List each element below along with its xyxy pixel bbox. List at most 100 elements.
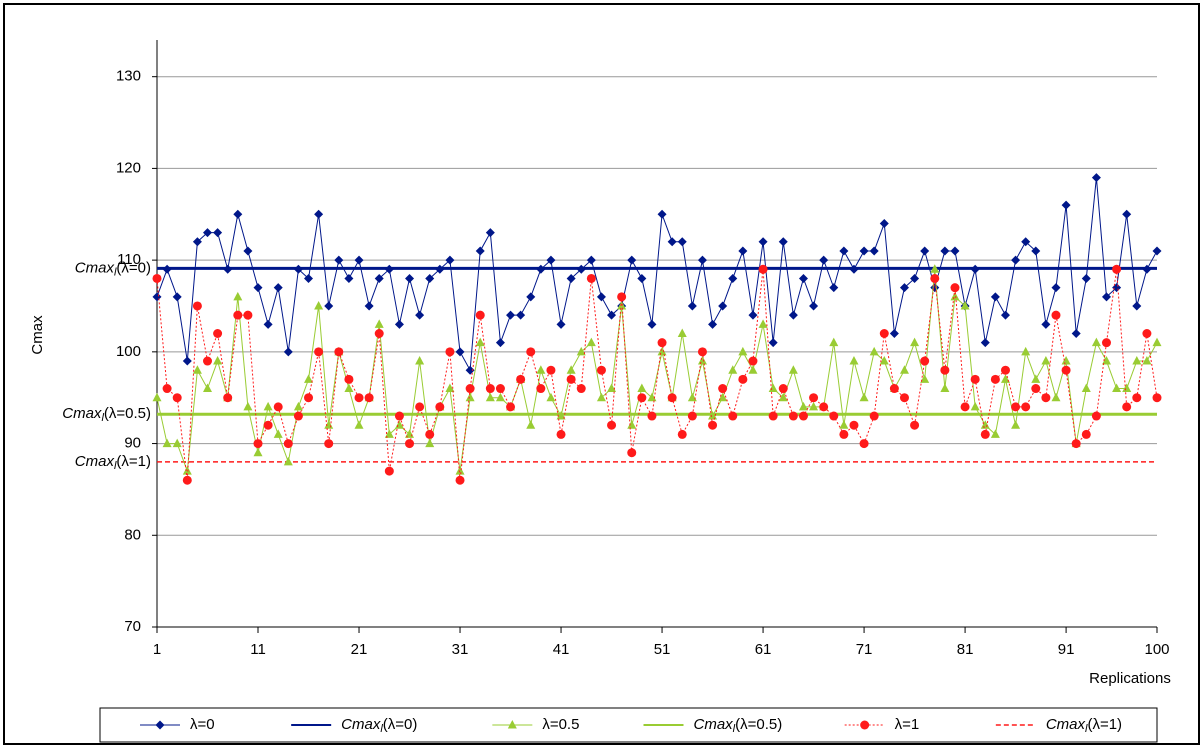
- marker: [607, 383, 617, 393]
- marker: [798, 273, 808, 283]
- marker: [283, 439, 293, 449]
- marker: [506, 310, 516, 320]
- marker: [213, 356, 223, 365]
- marker: [556, 319, 566, 329]
- marker: [155, 720, 165, 730]
- marker: [162, 384, 172, 394]
- marker: [667, 393, 677, 403]
- x-axis-title: Replications: [1089, 670, 1171, 687]
- marker: [809, 301, 819, 311]
- marker: [728, 365, 738, 374]
- marker: [1031, 246, 1041, 256]
- marker: [1122, 209, 1132, 219]
- marker: [1132, 301, 1142, 311]
- marker: [647, 392, 657, 402]
- marker: [657, 338, 667, 348]
- marker: [889, 329, 899, 338]
- marker: [758, 237, 768, 247]
- marker: [1112, 383, 1122, 393]
- marker: [354, 393, 364, 403]
- marker: [243, 401, 253, 411]
- marker: [798, 411, 808, 421]
- marker: [940, 365, 950, 375]
- marker: [1000, 374, 1010, 383]
- marker: [334, 255, 344, 265]
- x-tick-label: 81: [957, 641, 974, 658]
- marker: [930, 273, 940, 283]
- marker: [425, 438, 435, 448]
- label-rest: (λ=0.5): [735, 716, 782, 733]
- marker: [506, 402, 516, 412]
- marker: [879, 218, 889, 228]
- marker: [415, 310, 425, 320]
- x-tick-label: 11: [250, 641, 266, 658]
- marker: [849, 356, 859, 365]
- marker: [819, 402, 829, 412]
- marker: [758, 319, 768, 328]
- marker: [708, 319, 718, 329]
- marker: [344, 383, 354, 393]
- marker: [314, 300, 324, 310]
- y-tick-label: 90: [124, 435, 141, 452]
- marker: [415, 402, 425, 412]
- marker: [990, 429, 1000, 438]
- marker: [920, 356, 930, 366]
- marker: [586, 337, 596, 347]
- marker: [1081, 383, 1091, 393]
- marker: [475, 310, 485, 320]
- marker: [697, 347, 707, 357]
- legend-box: [99, 707, 1158, 743]
- marker: [576, 384, 586, 394]
- marker: [1051, 283, 1061, 293]
- marker: [778, 384, 788, 394]
- marker: [1142, 329, 1152, 338]
- marker: [950, 291, 960, 301]
- marker: [667, 237, 677, 247]
- marker: [637, 273, 647, 283]
- marker: [576, 264, 586, 274]
- x-tick-label: 21: [351, 641, 368, 658]
- marker: [980, 338, 990, 348]
- marker: [374, 319, 384, 328]
- marker: [546, 255, 556, 265]
- marker: [809, 393, 819, 403]
- marker: [607, 420, 617, 430]
- marker: [586, 273, 596, 283]
- marker: [465, 365, 475, 375]
- x-tick-label: 100: [1144, 641, 1169, 658]
- label-main: Cmax: [694, 716, 734, 733]
- marker: [657, 209, 667, 219]
- marker: [223, 393, 233, 403]
- reference-label: Cmaxl(λ=1): [75, 453, 151, 472]
- marker: [748, 310, 758, 320]
- marker: [617, 300, 627, 310]
- marker: [1091, 337, 1101, 347]
- marker: [152, 273, 162, 283]
- marker: [748, 365, 758, 374]
- marker: [1011, 420, 1021, 429]
- marker: [758, 264, 768, 274]
- marker: [728, 411, 738, 421]
- marker: [415, 356, 425, 365]
- marker: [910, 337, 920, 347]
- marker: [899, 365, 909, 374]
- marker: [455, 347, 465, 357]
- marker: [930, 264, 940, 273]
- marker: [829, 283, 839, 293]
- label-sub: l: [101, 412, 104, 424]
- marker: [465, 392, 475, 402]
- marker: [293, 411, 303, 421]
- marker: [637, 393, 647, 403]
- marker: [374, 329, 384, 338]
- marker: [738, 246, 748, 256]
- marker: [546, 365, 556, 375]
- marker: [910, 420, 920, 430]
- marker: [849, 420, 859, 430]
- marker: [405, 273, 415, 283]
- marker: [1031, 384, 1041, 394]
- x-tick-label: 71: [856, 641, 873, 658]
- marker: [243, 246, 253, 256]
- marker: [899, 393, 909, 403]
- marker: [920, 246, 930, 256]
